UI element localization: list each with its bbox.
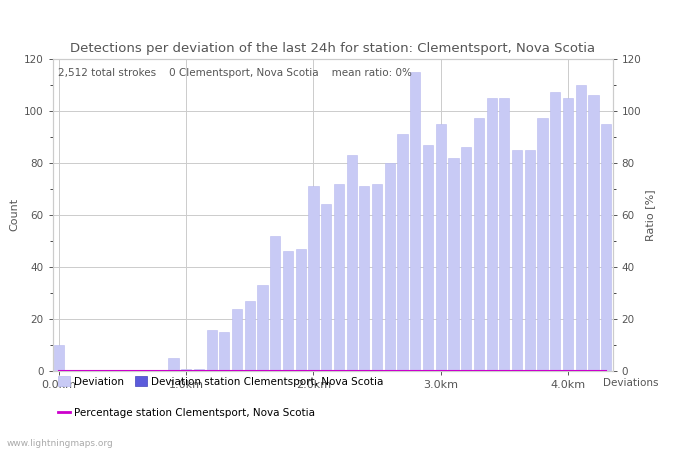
Bar <box>486 98 497 371</box>
Legend: Deviation, Deviation station Clementsport, Nova Scotia: Deviation, Deviation station Clementspor… <box>57 377 384 387</box>
Bar <box>334 184 344 371</box>
Title: Detections per deviation of the last 24h for station: Clementsport, Nova Scotia: Detections per deviation of the last 24h… <box>70 41 595 54</box>
Bar <box>461 147 471 371</box>
Bar <box>385 163 395 371</box>
Bar <box>54 345 64 371</box>
Bar <box>423 144 433 371</box>
Bar <box>232 309 242 371</box>
Legend: Percentage station Clementsport, Nova Scotia: Percentage station Clementsport, Nova Sc… <box>57 408 316 418</box>
Bar <box>308 186 318 371</box>
Bar <box>168 358 178 371</box>
Y-axis label: Ratio [%]: Ratio [%] <box>645 189 655 241</box>
Bar <box>245 301 255 371</box>
Bar <box>512 150 522 371</box>
Bar <box>295 249 306 371</box>
Bar <box>346 155 357 371</box>
Y-axis label: Count: Count <box>10 198 20 231</box>
Text: www.lightningmaps.org: www.lightningmaps.org <box>7 439 113 448</box>
Bar <box>410 72 420 371</box>
Bar <box>270 236 280 371</box>
Bar <box>538 118 547 371</box>
Bar <box>398 134 407 371</box>
Bar <box>219 332 230 371</box>
Bar <box>601 124 611 371</box>
Bar <box>194 369 204 371</box>
Bar <box>525 150 535 371</box>
Bar <box>359 186 370 371</box>
Bar <box>372 184 382 371</box>
Bar <box>206 329 217 371</box>
Bar <box>575 85 586 371</box>
Bar <box>448 158 458 371</box>
Bar <box>474 118 484 371</box>
Bar <box>321 204 331 371</box>
Bar <box>563 98 573 371</box>
Bar <box>588 95 598 371</box>
Bar <box>550 92 560 371</box>
Text: Deviations: Deviations <box>603 378 659 388</box>
Text: 2,512 total strokes    0 Clementsport, Nova Scotia    mean ratio: 0%: 2,512 total strokes 0 Clementsport, Nova… <box>58 68 412 78</box>
Bar <box>435 124 446 371</box>
Bar <box>283 252 293 371</box>
Bar <box>499 98 510 371</box>
Bar <box>181 369 191 371</box>
Bar <box>258 285 267 371</box>
